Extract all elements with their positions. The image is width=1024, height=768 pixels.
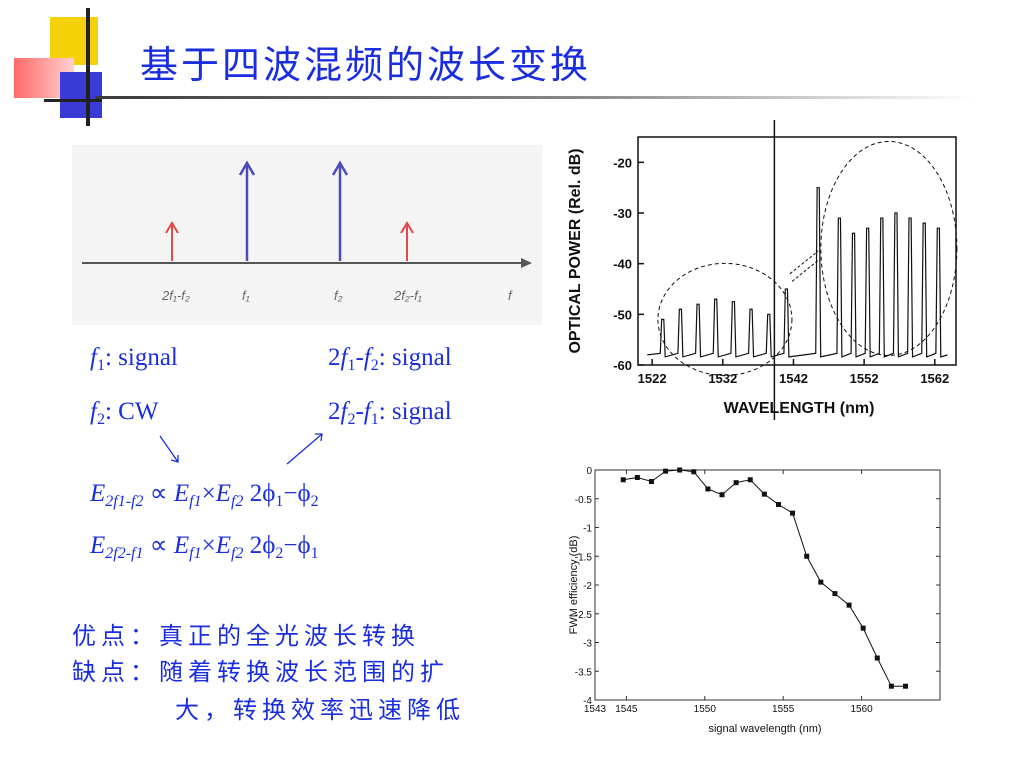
idler-2f2-f1-label: 2f2-f1: signal [328,398,452,428]
efficiency-data-point [804,553,810,559]
f2-cw-label: f2: CW [90,398,159,428]
efficiency-data-point [846,602,852,608]
arrow-up-right [286,433,323,465]
spectrum-y-tick-label: -60 [613,358,632,373]
spectrum-x-tick-label: 1532 [708,371,737,386]
spectrum-x-tick-label: 1552 [850,371,879,386]
label-f: f [508,288,513,303]
idler-arrow-left [165,221,179,261]
spectrum-y-tick-label: -40 [613,257,632,272]
efficiency-data-point [903,683,908,689]
efficiency-data-point [775,502,781,507]
efficiency-x-tick-label: 1543 [584,704,607,715]
efficiency-x-axis-label: signal wavelength (nm) [708,723,821,735]
connector-arrows [159,433,323,465]
right-sideband-ellipse [820,140,958,356]
f1-signal-label: f1: signal [90,344,178,374]
optical-spectrum-chart: OPTICAL POWER (Rel. dB) WAVELENGTH (nm) … [567,120,958,420]
label-f1: f₁ [242,288,250,303]
axis-arrowhead [521,258,532,268]
efficiency-y-tick-label: -1 [583,524,592,535]
efficiency-data-point [648,479,654,484]
pros-text: 真正的全光波长转换 [159,622,420,650]
equation-2f1-f2: E2f1-f2 ∝ Ef1×Ef2 2ϕ1−ϕ2 [90,480,319,510]
efficiency-y-tick-label: -1.5 [575,552,593,563]
efficiency-y-tick-label: -4 [583,696,592,707]
cons-label: 缺点： [72,658,159,686]
decor-horizontal-line [44,99,102,102]
efficiency-data-point [705,486,711,492]
efficiency-plot-frame [594,469,941,701]
efficiency-data-point [818,579,824,585]
efficiency-data-point [860,625,866,631]
efficiency-data-point [790,510,796,516]
efficiency-data-point [719,492,725,498]
fwm-spectrum-diagram: 2f₁-f₂ f₁ f₂ 2f₂-f₁ f [72,145,542,325]
decor-vertical-line [86,8,90,126]
arrow-down-right [159,435,179,463]
efficiency-y-tick-label: -2 [583,581,592,592]
efficiency-x-tick-label: 1560 [850,704,873,715]
efficiency-y-tick-label: -0.5 [575,495,593,506]
efficiency-x-tick-label: 1555 [772,704,795,715]
efficiency-data-point [691,469,697,475]
idler-2f1-f2-label: 2f1-f2: signal [328,344,452,374]
efficiency-data-point [620,477,626,483]
idler-arrow-right [400,221,414,261]
pros-label: 优点： [72,622,159,650]
spectrum-x-axis-label: WAVELENGTH (nm) [724,400,875,417]
cons-text-1: 随着转换波长范围的扩 [159,658,449,686]
pros-line: 优点：真正的全光波长转换 [72,616,420,651]
efficiency-y-tick-label: 0 [586,466,592,477]
efficiency-data-point [733,480,739,486]
label-2f2-f1: 2f₂-f₁ [393,288,422,303]
pump-arrow-f1 [238,160,256,261]
spectrum-x-tick-label: 1522 [638,371,667,386]
pump-arrow-f2 [331,160,349,261]
efficiency-y-tick-label: -3 [583,639,592,650]
mirror-arrow-line [789,250,819,275]
efficiency-data-point [634,474,640,480]
efficiency-x-tick-label: 1545 [615,704,638,715]
spectrum-x-tick-label: 1542 [779,371,808,386]
spectrum-y-tick-label: -30 [613,206,632,221]
spectrum-y-tick-label: -20 [613,155,632,170]
efficiency-x-tick-label: 1550 [694,704,717,715]
left-sideband-ellipse [657,262,793,376]
spectrum-plot-frame [637,136,957,366]
spectrum-trace [647,187,948,358]
label-2f1-f2: 2f₁-f₂ [161,288,190,303]
label-f2: f₂ [334,288,343,303]
efficiency-data-point [832,591,838,597]
page-title: 基于四波混频的波长变换 [140,43,592,87]
decor-yellow-block [50,17,98,65]
cons-text-2: 大，转换效率迅速降低 [175,696,465,724]
efficiency-data-point [888,683,894,689]
spectrum-y-tick-label: -50 [613,307,632,322]
efficiency-data-point [747,477,753,483]
cons-line-1: 缺点：随着转换波长范围的扩 [72,652,449,687]
spectrum-y-axis-label: OPTICAL POWER (Rel. dB) [567,148,584,353]
fwm-efficiency-chart: FWM efficiency (dB) signal wavelength (n… [565,460,950,740]
spectrum-x-tick-label: 1562 [920,371,949,386]
efficiency-data-point [663,468,669,474]
decor-blue-block [60,72,102,118]
efficiency-data-point [677,467,683,473]
cons-line-2: 大，转换效率迅速降低 [175,690,465,725]
efficiency-data-point [761,491,767,497]
efficiency-y-axis-label: FWM efficiency (dB) [568,536,580,635]
title-divider [95,96,975,99]
efficiency-data-point [874,655,880,661]
efficiency-y-tick-label: -2.5 [575,610,593,621]
efficiency-y-tick-label: -3.5 [575,667,593,678]
mirror-arrow-line [791,258,821,282]
equation-2f2-f1: E2f2-f1 ∝ Ef1×Ef2 2ϕ2−ϕ1 [90,532,319,562]
